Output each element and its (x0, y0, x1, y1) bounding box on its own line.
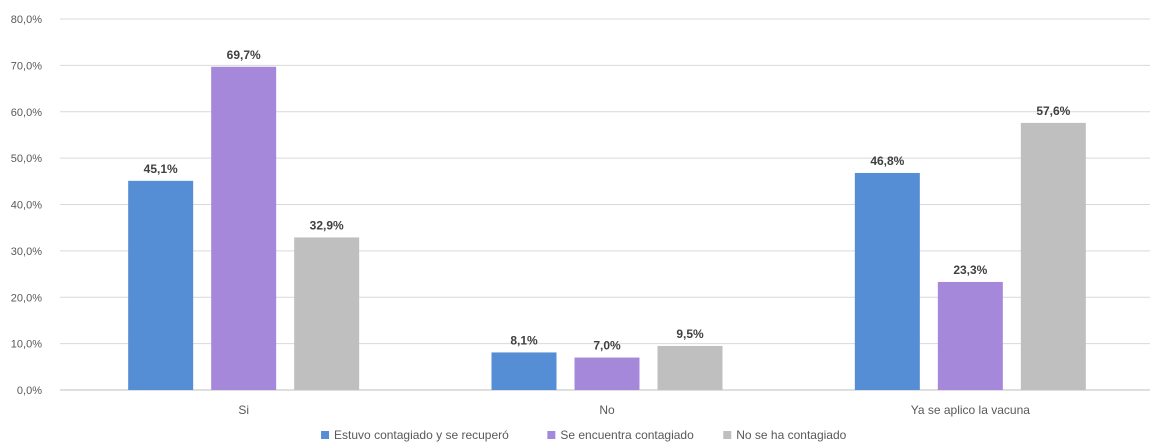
y-tick-label: 50,0% (11, 153, 42, 165)
y-tick-label: 0,0% (17, 385, 42, 397)
y-tick-label: 60,0% (11, 107, 42, 119)
y-tick-label: 10,0% (11, 339, 42, 351)
bars (128, 66, 1086, 391)
legend-swatch (321, 431, 330, 439)
legend-item: Estuvo contagiado y se recuperó (321, 428, 509, 442)
data-label: 9,5% (676, 327, 704, 341)
bar (294, 237, 360, 390)
bar (657, 345, 723, 390)
y-tick-label: 80,0% (11, 14, 42, 26)
x-axis-categories: Si No Ya se aplico la vacuna (238, 403, 1030, 417)
y-tick-label: 30,0% (11, 246, 42, 258)
bar (574, 357, 640, 390)
legend-label: No se ha contagiado (736, 428, 846, 442)
data-label: 45,1% (144, 162, 178, 176)
y-tick-label: 40,0% (11, 200, 42, 212)
y-axis-ticks: 0,0% 10,0% 20,0% 30,0% 40,0% 50,0% 60,0% 70,0% 8… (11, 14, 42, 397)
bar (128, 180, 194, 390)
x-category-label: Si (238, 403, 249, 417)
legend-label: Se encuentra contagiado (560, 428, 694, 442)
data-label: 8,1% (510, 333, 538, 347)
legend-swatch (547, 431, 556, 439)
data-label: 23,3% (953, 263, 987, 277)
legend-item: No se ha contagiado (723, 428, 847, 442)
y-tick-label: 70,0% (11, 60, 42, 72)
legend-label: Estuvo contagiado y se recuperó (334, 428, 509, 442)
legend-item: Se encuentra contagiado (547, 428, 694, 442)
data-label: 46,8% (870, 154, 904, 168)
bar (211, 66, 277, 391)
bar (1020, 122, 1086, 390)
data-label: 69,7% (227, 48, 261, 62)
bar (491, 352, 557, 390)
data-label: 32,9% (310, 218, 344, 232)
legend: Estuvo contagiado y se recuperó Se encuen… (321, 428, 847, 442)
legend-swatch (723, 431, 732, 439)
data-labels: 45,1% 69,7% 32,9% 8,1% 7,0% 9,5% 46,8% 23,3% 57,… (144, 48, 1071, 353)
y-tick-label: 20,0% (11, 292, 42, 304)
data-label: 57,6% (1036, 104, 1070, 118)
bar (854, 172, 920, 390)
data-label: 7,0% (593, 339, 621, 353)
x-category-label: No (599, 403, 615, 417)
x-category-label: Ya se aplico la vacuna (911, 403, 1031, 417)
bar (937, 281, 1003, 390)
